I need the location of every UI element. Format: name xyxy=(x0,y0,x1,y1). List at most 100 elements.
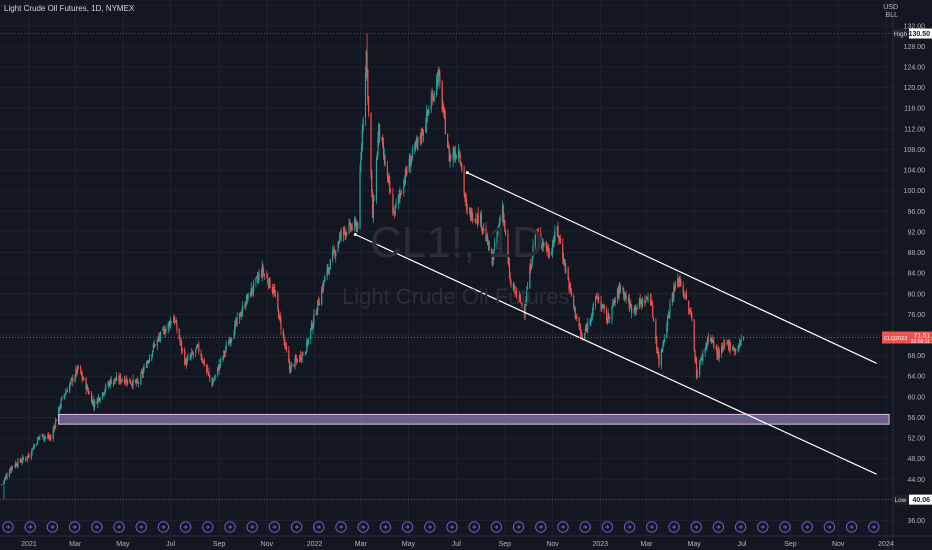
candle-body xyxy=(267,278,269,283)
candle-body xyxy=(682,285,684,293)
event-icon[interactable] xyxy=(690,521,702,533)
candle-body xyxy=(156,339,158,346)
event-icon[interactable] xyxy=(357,521,369,533)
event-icon[interactable] xyxy=(490,521,503,533)
candle-body xyxy=(173,317,175,323)
candle-body xyxy=(525,300,527,306)
event-icon[interactable] xyxy=(868,521,880,533)
event-icon[interactable] xyxy=(535,521,547,533)
event-icon[interactable] xyxy=(757,521,769,533)
candle-body xyxy=(503,220,505,222)
candle-body xyxy=(471,210,473,221)
event-icon[interactable] xyxy=(379,521,392,533)
event-icon[interactable] xyxy=(579,521,591,533)
candle-body xyxy=(389,190,392,193)
event-icon[interactable] xyxy=(202,521,214,533)
event-icon[interactable] xyxy=(68,521,81,533)
candle-body xyxy=(585,328,587,331)
event-icon[interactable] xyxy=(446,521,458,533)
event-icon[interactable] xyxy=(712,521,725,533)
candle-body xyxy=(120,380,122,382)
event-icon[interactable] xyxy=(424,521,436,533)
candle-body xyxy=(26,456,28,459)
candle-body xyxy=(250,288,252,297)
candle-body xyxy=(468,209,471,211)
candle-body xyxy=(487,241,489,247)
event-icon-arrow xyxy=(294,525,299,529)
event-icon[interactable] xyxy=(224,521,236,533)
candle-body xyxy=(546,249,548,252)
event-icon[interactable] xyxy=(91,521,103,533)
candle-body xyxy=(616,289,619,299)
candle-body xyxy=(740,339,742,341)
event-icon[interactable] xyxy=(557,521,569,533)
candle-body xyxy=(458,152,461,155)
event-icon[interactable] xyxy=(734,521,747,533)
event-icon[interactable] xyxy=(135,521,147,533)
candle-body xyxy=(16,465,18,467)
candle-body xyxy=(514,285,516,293)
event-icon[interactable] xyxy=(335,521,347,533)
event-icon-arrow xyxy=(583,525,588,529)
candle-body xyxy=(118,376,120,382)
event-icon[interactable] xyxy=(24,521,36,533)
event-icon[interactable] xyxy=(46,521,59,533)
event-icon[interactable] xyxy=(823,521,836,533)
event-icon[interactable] xyxy=(2,521,14,533)
candle-body xyxy=(684,297,686,299)
event-icon[interactable] xyxy=(801,521,813,533)
event-icon-arrow xyxy=(205,525,210,529)
event-icon[interactable] xyxy=(845,521,858,533)
candle-body xyxy=(452,151,454,160)
candle-body xyxy=(328,268,330,272)
event-icon[interactable] xyxy=(268,521,281,533)
candle-body xyxy=(202,360,205,364)
candle-body xyxy=(737,348,739,349)
candle-body xyxy=(526,291,528,302)
event-icon[interactable] xyxy=(290,521,303,533)
candle-body xyxy=(397,194,399,204)
candle-body xyxy=(370,113,372,174)
candle-body xyxy=(55,420,57,422)
candle-body xyxy=(206,368,209,373)
candle-body xyxy=(728,341,731,348)
candle-body xyxy=(490,249,493,254)
price-tick-label: 124.00 xyxy=(904,65,926,72)
event-icon[interactable] xyxy=(468,521,480,533)
candle-body xyxy=(463,168,465,193)
event-icon[interactable] xyxy=(601,521,614,533)
event-icon[interactable] xyxy=(779,521,791,533)
candle-body xyxy=(167,322,169,330)
candle-body xyxy=(141,371,144,375)
candle-body xyxy=(334,252,336,256)
time-tick-label: Nov xyxy=(546,541,559,548)
candle-body xyxy=(386,165,389,176)
event-icon-arrow xyxy=(427,525,432,529)
event-icon[interactable] xyxy=(157,521,170,533)
candle-body xyxy=(154,344,156,347)
candle-body xyxy=(310,328,312,340)
candle-body xyxy=(378,124,381,137)
event-icon[interactable] xyxy=(512,521,525,533)
candle-body xyxy=(61,396,63,400)
candle-body xyxy=(672,294,674,297)
event-icon[interactable] xyxy=(246,521,258,533)
event-icon-ring xyxy=(335,521,347,533)
event-icon[interactable] xyxy=(623,521,636,533)
event-icon-ring xyxy=(68,521,81,533)
event-icon[interactable] xyxy=(313,521,325,533)
candle-body xyxy=(5,475,7,478)
event-icon[interactable] xyxy=(113,521,125,533)
candle-body xyxy=(465,198,467,201)
candle-body xyxy=(551,250,553,256)
candle-body xyxy=(119,376,121,382)
event-icon[interactable] xyxy=(668,521,680,533)
candle-body xyxy=(318,303,320,306)
candle-body xyxy=(189,356,191,359)
event-icon[interactable] xyxy=(646,521,658,533)
event-icon[interactable] xyxy=(401,521,414,533)
candle-body xyxy=(332,250,335,254)
event-icon[interactable] xyxy=(179,521,192,533)
candle-body xyxy=(646,297,648,299)
